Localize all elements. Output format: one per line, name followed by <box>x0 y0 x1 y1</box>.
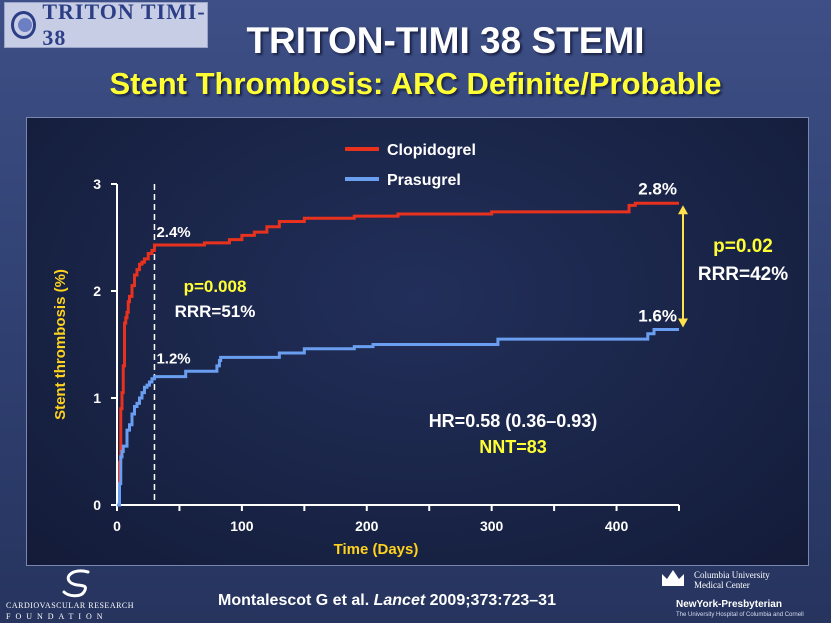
columbia-name: Columbia University Medical Center <box>694 570 770 590</box>
nnt: NNT=83 <box>479 437 547 457</box>
prasugrel-end-label: 1.6% <box>638 307 677 326</box>
clopidogrel-end-label: 2.8% <box>638 179 677 198</box>
nyp-subtitle: The University Hospital of Columbia and … <box>676 612 804 618</box>
crf-swirl-icon <box>62 569 90 598</box>
p-value-end: p=0.02 <box>713 236 773 257</box>
series-line-clopidogrel <box>117 201 679 507</box>
y-tick-label: 3 <box>93 176 101 192</box>
y-tick-label: 0 <box>93 497 101 513</box>
x-axis-label: Time (Days) <box>334 541 419 558</box>
columbia-nyp-logo: Columbia University Medical Center NewYo… <box>660 566 828 622</box>
rrr-end: RRR=42% <box>698 264 788 285</box>
x-tick-label: 400 <box>605 518 629 534</box>
columbia-line1: Columbia University <box>694 570 770 580</box>
series-line-prasugrel <box>117 328 679 507</box>
crown-icon <box>662 570 684 586</box>
clopidogrel-30d-label: 2.4% <box>156 224 190 241</box>
triton-globe-icon <box>11 11 37 39</box>
x-tick-label: 100 <box>230 518 254 534</box>
hazard-ratio: HR=0.58 (0.36–0.93) <box>429 411 598 431</box>
page-title: TRITON-TIMI 38 STEMI <box>246 20 645 61</box>
citation-journal: Lancet <box>373 592 426 609</box>
citation-ref: 2009;373:723–31 <box>429 592 556 609</box>
legend-label-prasugrel: Prasugrel <box>387 172 461 189</box>
y-tick-label: 2 <box>93 283 101 299</box>
y-axis-label: Stent thrombosis (%) <box>52 269 69 420</box>
triton-logo: TRITON TIMI-38 <box>4 0 208 50</box>
columbia-line2: Medical Center <box>694 580 750 590</box>
difference-arrow-head-top <box>678 205 688 215</box>
crf-logo: CARDIOVASCULAR RESEARCH FOUNDATION <box>6 568 146 621</box>
rrr-30d: RRR=51% <box>175 302 256 321</box>
x-tick-label: 200 <box>355 518 379 534</box>
difference-arrow-head-bottom <box>678 318 688 328</box>
prasugrel-30d-label: 1.2% <box>156 350 190 367</box>
page-subtitle: Stent Thrombosis: ARC Definite/Probable <box>109 66 722 101</box>
citation: Montalescot G et al. Lancet 2009;373:723… <box>218 592 556 610</box>
y-tick-label: 1 <box>93 390 101 406</box>
legend-label-clopidogrel: Clopidogrel <box>387 142 476 159</box>
kaplan-meier-chart: 0 1 2 3 0 100 200 300 400 Time (Days) Stent thromb… <box>52 142 788 558</box>
crf-name: CARDIOVASCULAR RESEARCH <box>6 601 135 610</box>
citation-authors: Montalescot G et al. <box>218 592 370 609</box>
crf-foundation: FOUNDATION <box>6 612 108 621</box>
nyp-name: NewYork-Presbyterian <box>676 599 782 610</box>
p-value-30d: p=0.008 <box>184 277 247 296</box>
logo-text: TRITON TIMI-38 <box>42 0 206 50</box>
x-tick-label: 300 <box>480 518 504 534</box>
chart-panel: 0 1 2 3 0 100 200 300 400 Time (Days) Stent thromb… <box>26 117 809 566</box>
x-tick-label: 0 <box>113 518 121 534</box>
